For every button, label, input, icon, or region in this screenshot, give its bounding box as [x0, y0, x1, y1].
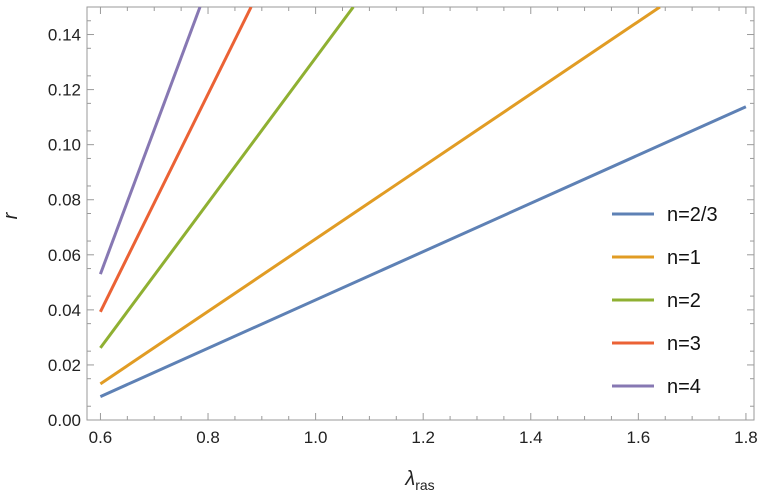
series-group [98, 7, 747, 398]
x-axis-title-main: λ [404, 468, 415, 490]
legend-label-1: n=1 [667, 247, 701, 269]
series-line-3 [99, 7, 253, 313]
x-tick-label: 1.4 [519, 428, 543, 447]
x-tick-label: 1.2 [411, 428, 435, 447]
y-tick-label: 0.14 [48, 26, 81, 45]
x-tick-label: 1.0 [304, 428, 328, 447]
x-tick-label: 1.6 [627, 428, 651, 447]
y-axis-ticks: 0.00 0.02 0.04 0.06 0.08 0.10 0.12 0.14 [48, 20, 754, 430]
x-axis-title: λras [404, 468, 434, 493]
legend-label-0: n=2/3 [667, 204, 718, 226]
y-tick-label: 0.10 [48, 136, 81, 155]
legend: n=2/3 n=1 n=2 n=3 n=4 [612, 204, 718, 398]
x-tick-label: 0.6 [89, 428, 113, 447]
legend-label-3: n=3 [667, 333, 701, 355]
x-tick-label: 0.8 [196, 428, 220, 447]
y-tick-label: 0.04 [48, 301, 81, 320]
legend-label-4: n=4 [667, 376, 701, 398]
y-tick-label: 0.06 [48, 246, 81, 265]
x-tick-label: 1.8 [734, 428, 758, 447]
series-line-1 [99, 7, 661, 386]
series-line-0 [99, 105, 747, 398]
y-tick-label: 0.02 [48, 356, 81, 375]
series-line-2 [99, 7, 355, 349]
series-line-4 [98, 7, 202, 275]
x-axis-ticks: 0.6 0.8 1.0 1.2 1.4 1.6 1.8 [89, 7, 758, 447]
legend-label-2: n=2 [667, 290, 701, 312]
x-axis-title-subscript: ras [415, 477, 434, 493]
y-axis-title: r [0, 211, 22, 219]
y-tick-label: 0.08 [48, 191, 81, 210]
y-tick-label: 0.12 [48, 81, 81, 100]
y-tick-label: 0.00 [48, 411, 81, 430]
